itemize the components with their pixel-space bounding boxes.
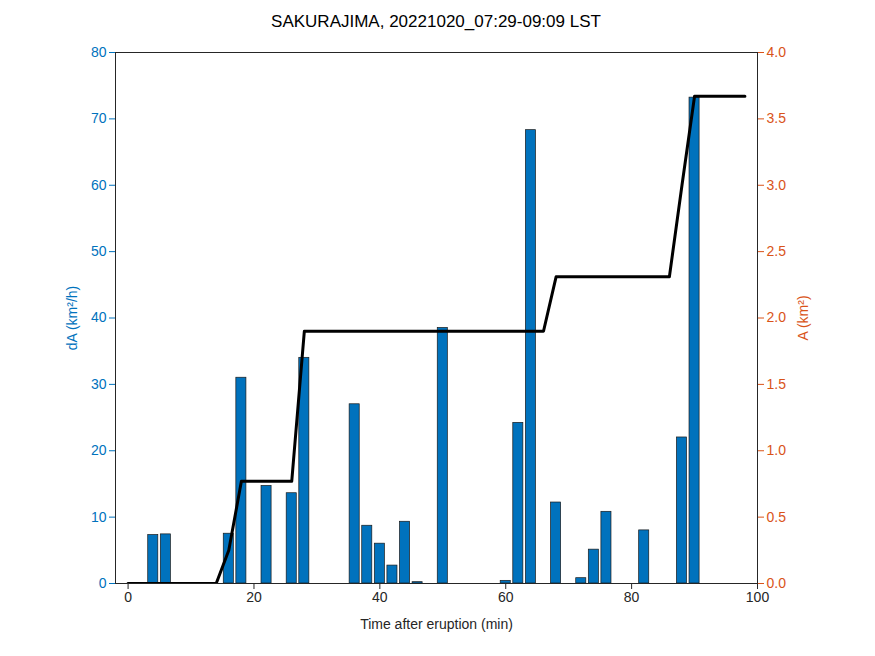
svg-text:80: 80 (624, 589, 640, 605)
svg-text:2.5: 2.5 (767, 243, 787, 259)
svg-text:1.5: 1.5 (767, 376, 787, 392)
svg-text:70: 70 (91, 110, 107, 126)
svg-text:4.0: 4.0 (767, 44, 787, 60)
svg-text:0.5: 0.5 (767, 509, 787, 525)
svg-text:40: 40 (91, 309, 107, 325)
svg-text:dA (km²/h): dA (km²/h) (64, 286, 80, 351)
svg-text:20: 20 (91, 442, 107, 458)
svg-text:3.0: 3.0 (767, 177, 787, 193)
svg-text:0.0: 0.0 (767, 575, 787, 591)
svg-text:0: 0 (124, 589, 132, 605)
svg-text:Time after eruption (min): Time after eruption (min) (360, 616, 513, 632)
svg-text:A (km²): A (km²) (795, 295, 811, 340)
svg-text:0: 0 (99, 575, 107, 591)
svg-text:20: 20 (246, 589, 262, 605)
svg-text:60: 60 (498, 589, 514, 605)
svg-text:30: 30 (91, 376, 107, 392)
svg-text:10: 10 (91, 509, 107, 525)
svg-text:3.5: 3.5 (767, 110, 787, 126)
svg-text:40: 40 (372, 589, 388, 605)
svg-text:1.0: 1.0 (767, 442, 787, 458)
svg-text:80: 80 (91, 44, 107, 60)
html-text:SAKURAJIMA, 20221020_07:29-09:: SAKURAJIMA, 20221020_07:29-09:09 LST (271, 12, 601, 31)
svg-text:2.0: 2.0 (767, 309, 787, 325)
svg-text:50: 50 (91, 243, 107, 259)
svg-text:100: 100 (746, 589, 770, 605)
svg-text:60: 60 (91, 177, 107, 193)
